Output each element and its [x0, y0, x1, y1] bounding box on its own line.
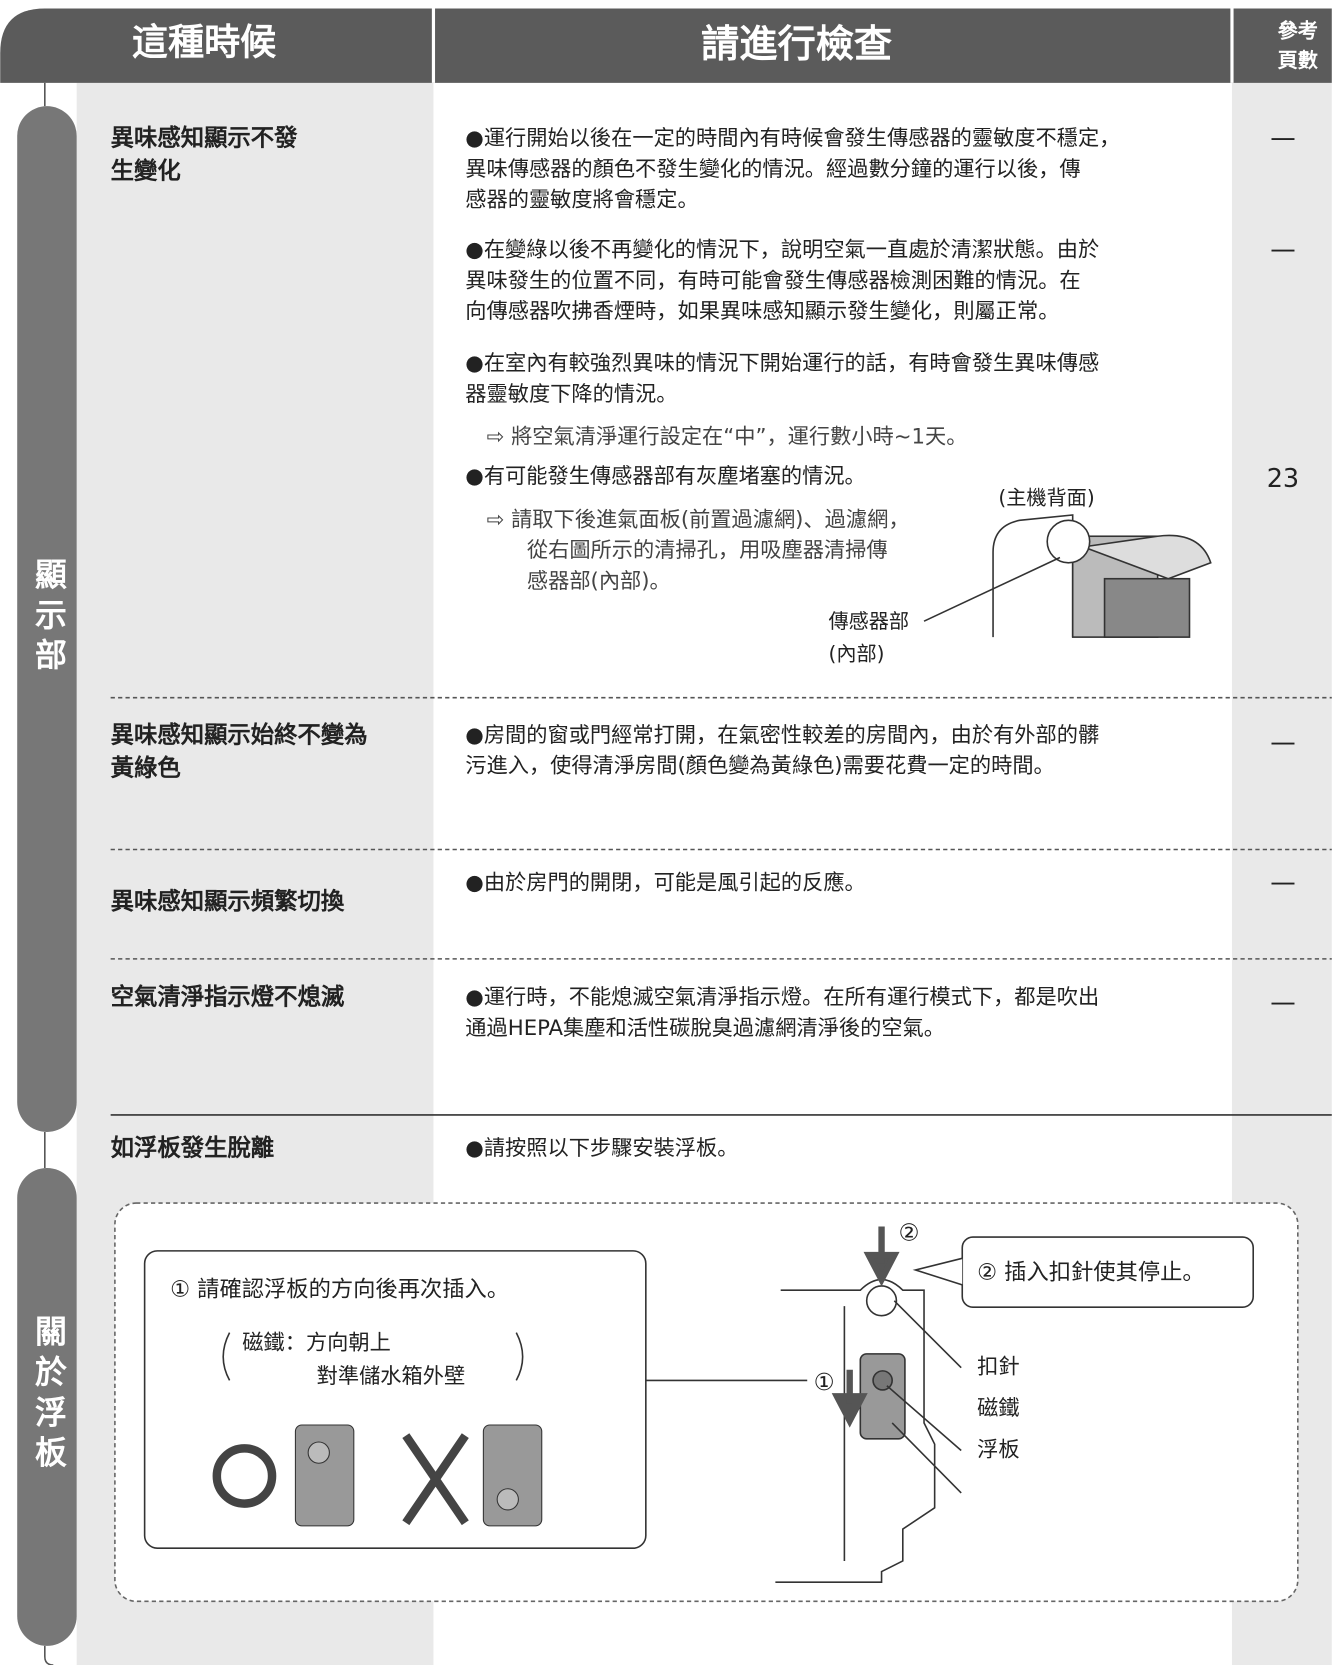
- symptom: 異味感知顯示不發: [111, 124, 299, 152]
- page-ref: 23: [1267, 464, 1299, 494]
- arrow: [863, 1226, 900, 1287]
- check-text: ●有可能發生傳感器部有灰塵堵塞的情況。: [465, 464, 865, 489]
- ok-mark: [212, 1444, 277, 1508]
- section-tab: [17, 106, 77, 1132]
- symptom: 異味感知顯示始終不變為: [111, 720, 368, 748]
- note: 感器部(內部)。: [527, 569, 671, 594]
- arrow: [831, 1369, 868, 1428]
- header-title: 這種時候: [132, 21, 277, 64]
- page-ref: —: [1270, 235, 1295, 265]
- check-text: ●運行開始以後在一定的時間內有時候會發生傳感器的靈敏度不穩定，: [465, 126, 1120, 151]
- check-text: 器靈敏度下降的情況。: [465, 382, 677, 407]
- step-note: 對準儲水箱外壁: [317, 1364, 466, 1389]
- arrow-label: ①: [814, 1368, 835, 1396]
- note: 從右圖所示的清掃孔，用吸塵器清掃傳: [527, 538, 888, 563]
- check-text: ●由於房門的開閉，可能是風引起的反應。: [465, 869, 865, 895]
- magnet: [496, 1488, 519, 1511]
- check-text: 感器的靈敏度將會穩定。: [465, 188, 698, 213]
- figure-caption: (主機背面): [998, 486, 1094, 510]
- check-text: ●運行時，不能熄滅空氣清淨指示燈。在所有運行模式下，都是吹出: [465, 985, 1099, 1010]
- ng-mark: [402, 1433, 469, 1526]
- symptom: 異味感知顯示頻繁切換: [111, 887, 345, 915]
- section-label: 顯示部: [30, 557, 68, 678]
- check-text: ●房間的窗或門經常打開，在氣密性較差的房間內，由於有外部的髒: [465, 723, 1099, 748]
- page-ref: —: [1270, 727, 1295, 757]
- step: ① 請確認浮板的方向後再次插入。: [170, 1277, 509, 1303]
- header-band: [0, 8, 1332, 83]
- page-ref: —: [1270, 987, 1295, 1017]
- header-title: 參考: [1278, 18, 1318, 42]
- part-label: 扣針: [977, 1355, 1019, 1380]
- page-ref: —: [1270, 867, 1295, 897]
- figure-label: 傳感器部: [828, 609, 909, 633]
- part-label: 磁鐵: [977, 1396, 1019, 1421]
- parentheses: [222, 1332, 524, 1381]
- step-note: 磁鐵：方向朝上: [242, 1330, 391, 1355]
- check-text: 異味傳感器的顏色不發生變化的情況。經過數分鐘的運行以後，傳: [465, 157, 1080, 182]
- tank-illustration: [775, 1278, 962, 1583]
- section-label: 關於浮板: [30, 1315, 68, 1476]
- check-text: 污進入，使得清淨房間(顏色變為黃綠色)需要花費一定的時間。: [465, 754, 1054, 779]
- check-text: 向傳感器吹拂香煙時，如果異味感知顯示發生變化，則屬正常。: [465, 299, 1059, 324]
- symptom: 空氣清淨指示燈不熄滅: [111, 983, 345, 1011]
- check-text: ●請按照以下步驟安裝浮板。: [465, 1136, 738, 1161]
- check-text: ●在室內有較強烈異味的情況下開始運行的話，有時會發生異味傳感: [465, 351, 1099, 376]
- symptom: 生變化: [111, 157, 181, 185]
- float-card: [482, 1424, 543, 1527]
- figure-label: (內部): [828, 642, 884, 666]
- step: ② 插入扣針使其停止。: [977, 1260, 1205, 1286]
- part-label: 浮板: [977, 1438, 1019, 1463]
- header-title: 頁數: [1278, 48, 1319, 72]
- magnet: [307, 1441, 330, 1464]
- header-title: 請進行檢查: [701, 23, 893, 67]
- symptom: 黃綠色: [111, 753, 181, 781]
- check-text: ●在變綠以後不再變化的情況下，說明空氣一直處於清潔狀態。由於: [465, 238, 1099, 263]
- note: ⇨ 請取下後進氣面板(前置過濾網)、過濾網，: [487, 507, 910, 532]
- symptom: 如浮板發生脫離: [111, 1133, 275, 1161]
- float-card: [294, 1424, 355, 1527]
- check-text: 通過HEPA集塵和活性碳脫臭過濾網清淨後的空氣。: [465, 1016, 945, 1041]
- check-text: 異味發生的位置不同，有時可能會發生傳感器檢測困難的情況。在: [465, 268, 1080, 293]
- separators: [110, 696, 1332, 960]
- section-tab: [17, 1168, 77, 1646]
- note: ⇨ 將空氣清淨運行設定在“中”，運行數小時~1天。: [487, 424, 968, 449]
- arrow-label: ②: [899, 1218, 920, 1246]
- page-ref: —: [1270, 123, 1295, 153]
- callout-pointer: [912, 1257, 963, 1286]
- sensor-illustration: [923, 514, 1212, 638]
